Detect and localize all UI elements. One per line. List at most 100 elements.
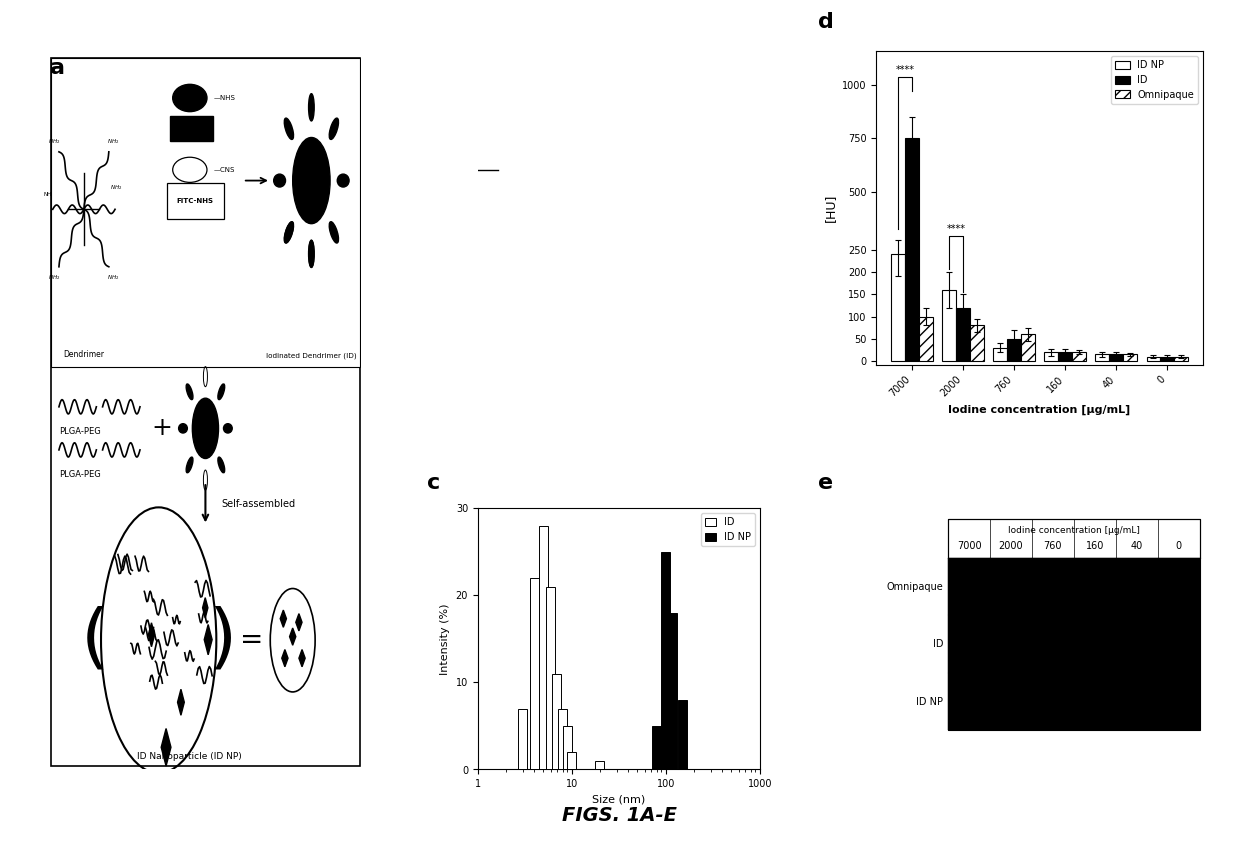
Y-axis label: Intensity (%): Intensity (%) bbox=[440, 603, 450, 675]
Bar bbox=[990, 616, 1032, 673]
Bar bbox=[529, 578, 538, 770]
Bar bbox=[567, 752, 577, 770]
Bar bbox=[1044, 352, 1058, 361]
Text: d: d bbox=[817, 13, 833, 32]
Ellipse shape bbox=[337, 174, 350, 187]
Bar bbox=[563, 726, 572, 770]
Polygon shape bbox=[296, 614, 303, 631]
Text: ****: **** bbox=[895, 65, 914, 75]
Text: +: + bbox=[151, 416, 172, 440]
Bar bbox=[1007, 339, 1021, 361]
Bar bbox=[170, 116, 213, 141]
Bar bbox=[1032, 616, 1074, 673]
Y-axis label: [HU]: [HU] bbox=[823, 194, 837, 222]
Text: ****: **** bbox=[946, 224, 966, 234]
Bar bbox=[546, 587, 556, 770]
Text: Self-assembled: Self-assembled bbox=[221, 498, 295, 509]
Text: 0: 0 bbox=[1176, 541, 1182, 551]
Bar bbox=[919, 316, 932, 361]
Bar bbox=[1021, 334, 1034, 361]
Text: c: c bbox=[427, 473, 440, 492]
Text: 100 nm: 100 nm bbox=[615, 349, 657, 358]
Text: Iodinated Dendrimer (ID): Iodinated Dendrimer (ID) bbox=[267, 352, 357, 359]
Circle shape bbox=[192, 398, 218, 458]
Text: $NH_2$: $NH_2$ bbox=[110, 183, 123, 192]
Ellipse shape bbox=[172, 85, 207, 112]
Bar bbox=[51, 58, 360, 368]
Bar bbox=[518, 709, 527, 770]
Bar bbox=[1032, 673, 1074, 730]
Circle shape bbox=[552, 211, 557, 217]
Polygon shape bbox=[290, 628, 296, 646]
Text: 760: 760 bbox=[1044, 541, 1063, 551]
Ellipse shape bbox=[284, 221, 294, 243]
Bar bbox=[1058, 352, 1073, 361]
Bar bbox=[595, 761, 604, 770]
Ellipse shape bbox=[309, 240, 314, 268]
Bar bbox=[990, 673, 1032, 730]
Polygon shape bbox=[161, 728, 171, 766]
Circle shape bbox=[558, 193, 562, 198]
Text: =: = bbox=[239, 626, 263, 654]
Bar bbox=[1110, 355, 1123, 361]
Ellipse shape bbox=[218, 384, 224, 399]
Polygon shape bbox=[202, 598, 208, 618]
Bar bbox=[993, 348, 1007, 361]
Bar bbox=[1116, 616, 1158, 673]
Polygon shape bbox=[205, 624, 212, 655]
Text: —CNS: —CNS bbox=[213, 167, 234, 173]
Text: ID Nanoparticle (ID NP): ID Nanoparticle (ID NP) bbox=[138, 752, 242, 761]
Text: ID NP: ID NP bbox=[916, 697, 944, 706]
Ellipse shape bbox=[284, 118, 294, 139]
Text: 160: 160 bbox=[1085, 541, 1104, 551]
Ellipse shape bbox=[186, 384, 193, 399]
Text: PLGA-PEG: PLGA-PEG bbox=[60, 427, 100, 436]
Text: (: ( bbox=[81, 605, 109, 675]
Bar bbox=[990, 558, 1032, 616]
Ellipse shape bbox=[274, 174, 285, 187]
Bar bbox=[1095, 355, 1110, 361]
Text: Iodine concentration [μg/mL]: Iodine concentration [μg/mL] bbox=[1008, 526, 1140, 535]
Circle shape bbox=[569, 218, 573, 223]
Bar bbox=[1116, 673, 1158, 730]
Bar bbox=[949, 519, 1199, 730]
Text: $NH_2$: $NH_2$ bbox=[48, 273, 61, 282]
Bar bbox=[652, 726, 661, 770]
Bar bbox=[956, 308, 970, 361]
Text: Dendrimer: Dendrimer bbox=[63, 350, 104, 359]
Text: 7000: 7000 bbox=[957, 541, 981, 551]
Bar bbox=[1074, 616, 1116, 673]
Bar bbox=[1116, 558, 1158, 616]
Bar bbox=[1074, 673, 1116, 730]
Bar bbox=[1032, 558, 1074, 616]
Ellipse shape bbox=[330, 221, 339, 243]
Polygon shape bbox=[299, 650, 305, 667]
Text: Omnipaque: Omnipaque bbox=[887, 581, 944, 592]
Legend: ID NP, ID, Omnipaque: ID NP, ID, Omnipaque bbox=[1111, 56, 1198, 103]
Polygon shape bbox=[149, 622, 155, 646]
Text: ID: ID bbox=[932, 640, 944, 649]
Ellipse shape bbox=[309, 94, 314, 121]
FancyBboxPatch shape bbox=[166, 184, 223, 220]
Text: PLGA-PEG: PLGA-PEG bbox=[60, 470, 100, 479]
Bar bbox=[1161, 357, 1174, 361]
Bar bbox=[1074, 558, 1116, 616]
Bar bbox=[558, 709, 567, 770]
Bar bbox=[905, 139, 919, 361]
Bar bbox=[1147, 357, 1161, 361]
Bar bbox=[949, 673, 990, 730]
Text: —NHS: —NHS bbox=[213, 95, 236, 101]
Ellipse shape bbox=[223, 424, 232, 433]
Text: ): ) bbox=[208, 605, 237, 675]
Text: 2000: 2000 bbox=[998, 541, 1023, 551]
Text: e: e bbox=[817, 473, 833, 492]
Bar bbox=[661, 551, 670, 770]
Bar bbox=[1174, 357, 1188, 361]
Legend: ID, ID NP: ID, ID NP bbox=[701, 513, 755, 545]
Circle shape bbox=[293, 138, 330, 224]
Circle shape bbox=[559, 198, 565, 205]
Circle shape bbox=[544, 182, 552, 190]
Ellipse shape bbox=[186, 457, 193, 473]
Bar bbox=[892, 254, 905, 361]
Bar bbox=[949, 519, 1199, 558]
